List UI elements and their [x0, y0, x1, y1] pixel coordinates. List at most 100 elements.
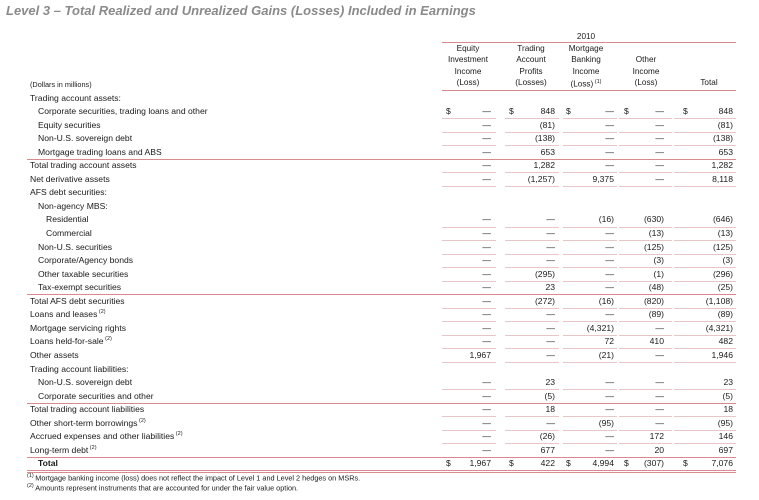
table-row: Residential — — (16) (630) (646)	[0, 213, 759, 227]
row-label: Loans and leases (2)	[30, 309, 106, 320]
table-cell: 18	[545, 404, 555, 415]
footnote-text: Mortgage banking income (loss) does not …	[35, 473, 361, 483]
cell-rule	[619, 443, 672, 445]
table-row: Other taxable securities — (295) — (1) (296)	[0, 268, 759, 282]
table-cell: (95)	[717, 417, 733, 428]
header-top-rule	[442, 42, 736, 43]
table-cell: —	[605, 431, 614, 442]
column-header-line: Income	[632, 66, 660, 76]
table-cell: —	[482, 228, 491, 238]
cell-rule	[505, 307, 559, 309]
table-cell: —	[605, 241, 614, 252]
row-label: Total trading account assets	[30, 160, 137, 171]
table-cell: 20	[654, 444, 664, 455]
table-cell: 1,946	[711, 349, 733, 360]
table-cell: 18	[723, 404, 733, 415]
cell-rule	[619, 253, 672, 255]
table-cell: (25)	[717, 282, 733, 293]
table-cell: 23	[545, 377, 555, 388]
table-cell: (5)	[722, 390, 733, 401]
cell-rule	[442, 118, 496, 120]
column-header: Total	[677, 77, 741, 88]
table-cell: —	[482, 214, 491, 225]
cell-rule	[563, 307, 617, 309]
table-cell: —	[482, 417, 491, 428]
total-rule	[27, 470, 736, 472]
cell-rule	[563, 362, 617, 363]
column-header-line: (Loss) (1)	[570, 78, 602, 89]
cell-rule	[619, 416, 672, 418]
cell-rule	[505, 185, 559, 187]
cell-rule	[619, 145, 672, 147]
cell-rule	[563, 253, 617, 255]
table-cell: (16)	[598, 214, 614, 225]
table-cell: —	[482, 390, 491, 401]
cell-rule	[674, 172, 736, 174]
table-row: Total trading account assets — 1,282 — — 1,28…	[0, 159, 759, 173]
table-cell: —	[655, 322, 664, 333]
table-cell: —	[482, 255, 491, 266]
table-cell: —	[655, 404, 664, 415]
table-row: Accrued expenses and other liabilities (…	[0, 430, 759, 444]
cell-rule	[442, 321, 496, 323]
table-cell: —	[605, 282, 614, 293]
table-row: Loans held-for-sale (2) — — 72 410 482	[0, 335, 759, 349]
table-cell: 482	[718, 336, 733, 347]
subtotal-rule	[27, 456, 736, 458]
cell-rule	[619, 307, 672, 309]
footnote-marker: (2)	[137, 417, 146, 424]
cell-rule	[505, 172, 559, 174]
cell-rule	[674, 348, 736, 350]
cell-rule	[674, 280, 736, 282]
table-cell: —	[482, 106, 491, 117]
cell-rule	[619, 429, 672, 431]
table-cell: —	[546, 349, 555, 360]
table-cell: (3)	[653, 255, 664, 266]
cell-rule	[442, 348, 496, 350]
cell-rule	[674, 307, 736, 309]
row-label: AFS debt securities:	[30, 187, 107, 198]
cell-rule	[442, 226, 496, 228]
table-row: Net derivative assets — (1,257) 9,375 — 8,118	[0, 173, 759, 187]
table-row: Tax-exempt securities — 23 — (48) (25)	[0, 281, 759, 295]
cell-rule	[674, 362, 736, 363]
table-cell: 422	[540, 458, 555, 469]
cell-rule	[505, 362, 559, 363]
table-cell: (630)	[643, 214, 664, 225]
cell-rule	[619, 280, 672, 282]
table-row: Non-U.S. sovereign debt — 23 — — 23	[0, 376, 759, 390]
footnote-marker: (1)	[27, 473, 36, 479]
table-cell: (13)	[717, 228, 733, 238]
table-cell: —	[605, 404, 614, 415]
column-header: Equity Investment Income (Loss)	[436, 43, 500, 88]
table-row: Non-agency MBS:	[0, 200, 759, 214]
table-cell: (26)	[539, 431, 555, 442]
column-header-line: Total	[700, 77, 718, 87]
table-cell: —	[605, 444, 614, 455]
table-cell: —	[482, 133, 491, 144]
table-cell: 653	[540, 146, 555, 157]
dollar-sign: $	[446, 458, 451, 469]
table-cell: 172	[649, 431, 664, 442]
table-cell: —	[482, 444, 491, 455]
cell-rule	[505, 416, 559, 418]
cell-rule	[442, 280, 496, 282]
table-cell: 410	[649, 336, 664, 347]
row-label: Mortgage servicing rights	[30, 322, 127, 333]
row-label: Non-U.S. sovereign debt	[38, 377, 133, 388]
cell-rule	[674, 321, 736, 323]
table-cell: —	[605, 377, 614, 388]
cell-rule	[619, 389, 672, 391]
table-row: Equity securities — (81) — — (81)	[0, 119, 759, 133]
footnote-marker: (2)	[88, 444, 97, 451]
table-cell: (81)	[539, 119, 555, 130]
cell-rule	[619, 118, 672, 120]
table-cell: (21)	[598, 349, 614, 360]
cell-rule	[619, 185, 672, 187]
table-cell: —	[605, 255, 614, 266]
footnote-marker: (2)	[103, 336, 112, 343]
footnote-marker: (1)	[593, 78, 602, 85]
table-cell: (307)	[643, 458, 664, 469]
table-row: Total AFS debt securities — (272) (16) (820)…	[0, 295, 759, 309]
cell-rule	[563, 267, 617, 269]
